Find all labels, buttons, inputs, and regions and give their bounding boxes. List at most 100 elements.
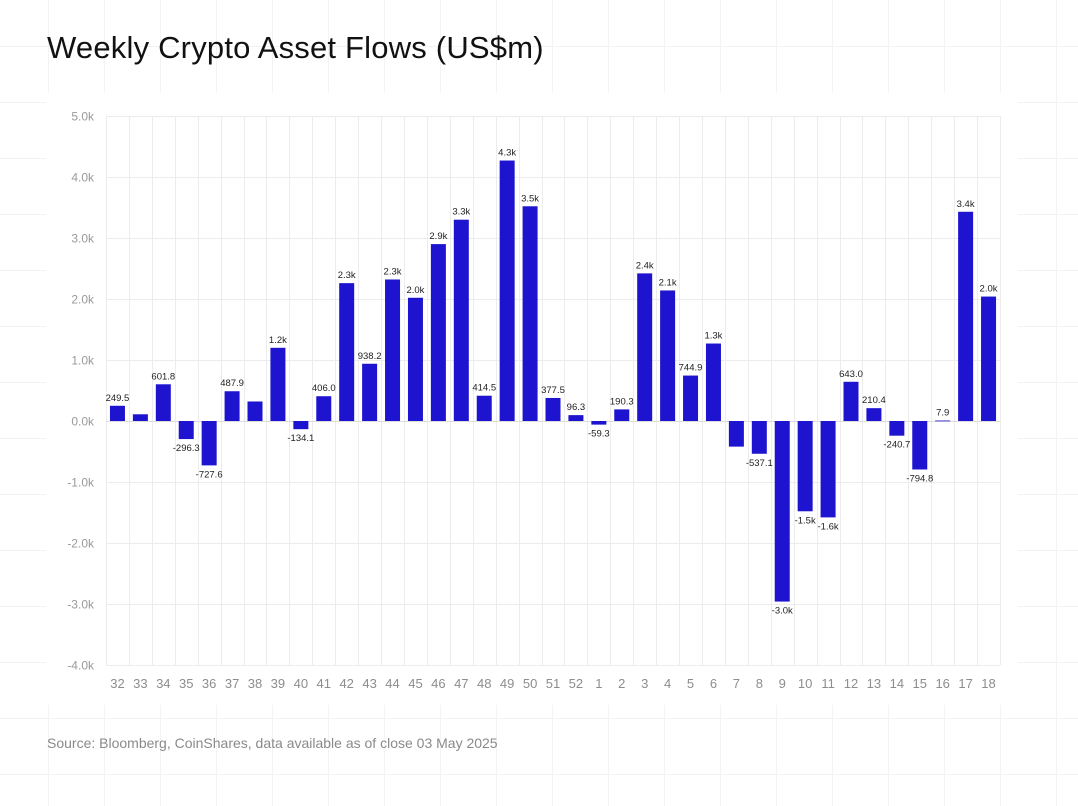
y-axis: 5.0k 4.0k 3.0k 2.0k 1.0k 0.0k -1.0k -2.0k -3.0k -… xyxy=(67,110,95,673)
data-label: -537.1 xyxy=(746,458,773,469)
y-tick-label: 0.0k xyxy=(71,415,95,429)
data-label: 406.0 xyxy=(312,383,336,394)
x-tick-label: 13 xyxy=(867,676,881,691)
x-tick-label: 7 xyxy=(733,676,740,691)
x-tick-label: 39 xyxy=(271,676,285,691)
bar-week-36 xyxy=(201,421,217,466)
grid-lines xyxy=(106,116,1001,666)
bar-week-18 xyxy=(981,296,997,421)
bar-week-17 xyxy=(958,211,974,421)
x-tick-label: 38 xyxy=(248,676,262,691)
y-tick-label: 4.0k xyxy=(71,171,95,185)
data-label: 249.5 xyxy=(106,393,130,404)
bar-week-45 xyxy=(407,297,423,421)
x-tick-label: 34 xyxy=(156,676,170,691)
x-tick-label: 48 xyxy=(477,676,491,691)
data-label: 2.0k xyxy=(980,284,998,295)
bar-week-50 xyxy=(522,206,538,421)
data-label: 601.8 xyxy=(151,371,175,382)
data-label: 7.9 xyxy=(936,408,949,419)
bar-week-46 xyxy=(430,244,446,421)
data-label: 414.5 xyxy=(472,383,496,394)
data-label: 96.3 xyxy=(567,402,586,413)
x-tick-label: 41 xyxy=(317,676,331,691)
y-tick-label: 2.0k xyxy=(71,293,95,307)
bar-week-2 xyxy=(614,409,630,421)
x-tick-label: 5 xyxy=(687,676,694,691)
data-label: 3.5k xyxy=(521,193,539,204)
data-label: -296.3 xyxy=(173,443,200,454)
bar-week-34 xyxy=(155,384,171,421)
x-tick-label: 17 xyxy=(958,676,972,691)
bars xyxy=(109,160,997,602)
bar-week-35 xyxy=(178,421,194,440)
x-tick-label: 6 xyxy=(710,676,717,691)
x-axis: 32 33 34 35 36 37 38 39 40 41 42 43 44 45 46 47 48 49 50 51… xyxy=(110,676,996,691)
bar-week-48 xyxy=(476,395,492,421)
x-tick-label: 35 xyxy=(179,676,193,691)
x-tick-label: 43 xyxy=(362,676,376,691)
x-tick-label: 36 xyxy=(202,676,216,691)
data-label: -794.8 xyxy=(906,473,933,484)
x-tick-label: 32 xyxy=(110,676,124,691)
data-label: -240.7 xyxy=(883,440,910,451)
y-tick-label: 5.0k xyxy=(71,110,95,124)
bar-week-1 xyxy=(591,421,607,425)
bar-week-16 xyxy=(935,420,951,422)
bar-week-47 xyxy=(453,219,469,421)
data-label: 3.3k xyxy=(452,207,470,218)
x-tick-label: 33 xyxy=(133,676,147,691)
bar-week-14 xyxy=(889,421,905,436)
data-label: 4.3k xyxy=(498,148,516,159)
bar-week-3 xyxy=(637,273,653,421)
data-label: -1.5k xyxy=(795,515,816,526)
bar-week-38 xyxy=(247,401,263,421)
x-tick-label: 40 xyxy=(294,676,308,691)
x-tick-label: 42 xyxy=(339,676,353,691)
x-tick-label: 9 xyxy=(779,676,786,691)
bar-week-51 xyxy=(545,397,561,421)
bar-week-6 xyxy=(705,343,721,421)
y-tick-label: -4.0k xyxy=(67,659,95,673)
data-label: 1.3k xyxy=(704,331,722,342)
data-label: 377.5 xyxy=(541,385,565,396)
data-label: 2.4k xyxy=(636,260,654,271)
bar-week-12 xyxy=(843,381,859,421)
x-tick-label: 37 xyxy=(225,676,239,691)
x-tick-label: 47 xyxy=(454,676,468,691)
data-label: 2.3k xyxy=(384,266,402,277)
data-label: 938.2 xyxy=(358,351,382,362)
bar-week-42 xyxy=(339,283,355,421)
data-label: -59.3 xyxy=(588,429,610,440)
x-tick-label: 52 xyxy=(569,676,583,691)
x-tick-label: 14 xyxy=(890,676,904,691)
data-label: 2.9k xyxy=(429,231,447,242)
bar-week-11 xyxy=(820,421,836,518)
bar-week-33 xyxy=(132,414,148,421)
bar-week-43 xyxy=(362,363,378,421)
bar-week-37 xyxy=(224,391,240,421)
data-labels: 249.5 601.8 -296.3 -727.6 487.9 1.2k -134.1 406… xyxy=(106,148,998,617)
x-tick-label: 10 xyxy=(798,676,812,691)
bar-week-39 xyxy=(270,347,286,421)
bar-week-5 xyxy=(683,375,699,421)
x-tick-label: 1 xyxy=(595,676,602,691)
data-label: -727.6 xyxy=(196,469,223,480)
x-tick-label: 3 xyxy=(641,676,648,691)
bar-week-9 xyxy=(774,421,790,602)
y-tick-label: -1.0k xyxy=(67,476,95,490)
data-label: 2.3k xyxy=(338,270,356,281)
source-note: Source: Bloomberg, CoinShares, data avai… xyxy=(47,735,498,751)
x-tick-label: 49 xyxy=(500,676,514,691)
data-label: -3.0k xyxy=(772,606,793,617)
bar-week-32 xyxy=(109,405,125,421)
data-label: -1.6k xyxy=(818,521,839,532)
data-label: 487.9 xyxy=(220,378,244,389)
bar-week-52 xyxy=(568,415,584,421)
x-tick-label: 2 xyxy=(618,676,625,691)
x-tick-label: 45 xyxy=(408,676,422,691)
data-label: 190.3 xyxy=(610,396,634,407)
bar-week-40 xyxy=(293,421,309,430)
chart-title: Weekly Crypto Asset Flows (US$m) xyxy=(47,30,544,65)
